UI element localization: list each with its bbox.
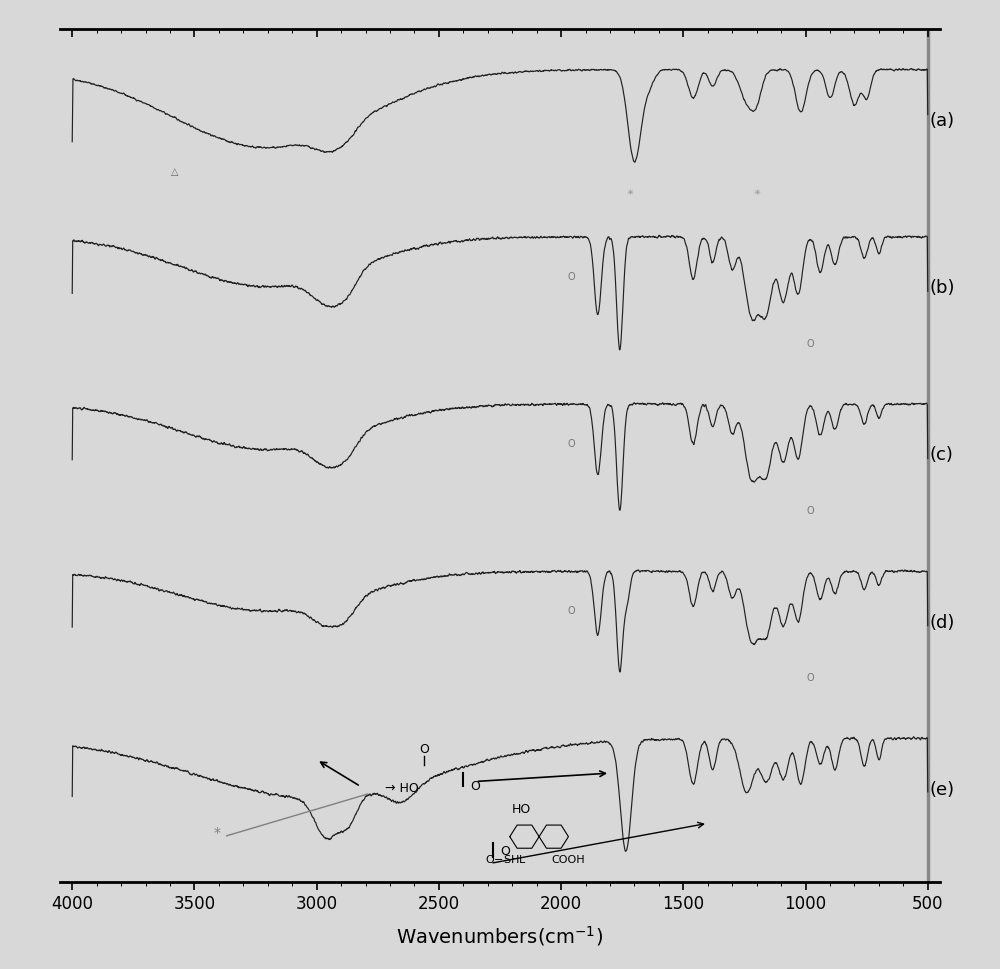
Text: ✳: ✳ — [626, 188, 633, 197]
Text: O: O — [500, 845, 510, 858]
Text: (e): (e) — [930, 781, 955, 798]
Text: ✳: ✳ — [753, 188, 760, 197]
Text: HO: HO — [512, 803, 531, 816]
Text: O: O — [567, 607, 575, 616]
Text: O: O — [807, 673, 814, 683]
Text: → HO: → HO — [385, 782, 419, 795]
Text: (d): (d) — [930, 613, 955, 632]
Text: (c): (c) — [930, 447, 954, 464]
Text: O: O — [419, 743, 429, 756]
Text: O: O — [567, 272, 575, 282]
Text: O$-$SHL: O$-$SHL — [485, 854, 527, 865]
Text: *: * — [214, 826, 221, 840]
X-axis label: Wavenumbers(cm$^{-1}$): Wavenumbers(cm$^{-1}$) — [396, 924, 604, 948]
Text: (a): (a) — [930, 112, 955, 130]
Text: O: O — [471, 780, 481, 793]
Text: O: O — [567, 439, 575, 449]
Text: O: O — [807, 339, 814, 349]
Text: △: △ — [171, 167, 179, 176]
Text: O: O — [807, 506, 814, 516]
Text: (b): (b) — [930, 279, 955, 297]
Text: COOH: COOH — [552, 856, 585, 865]
